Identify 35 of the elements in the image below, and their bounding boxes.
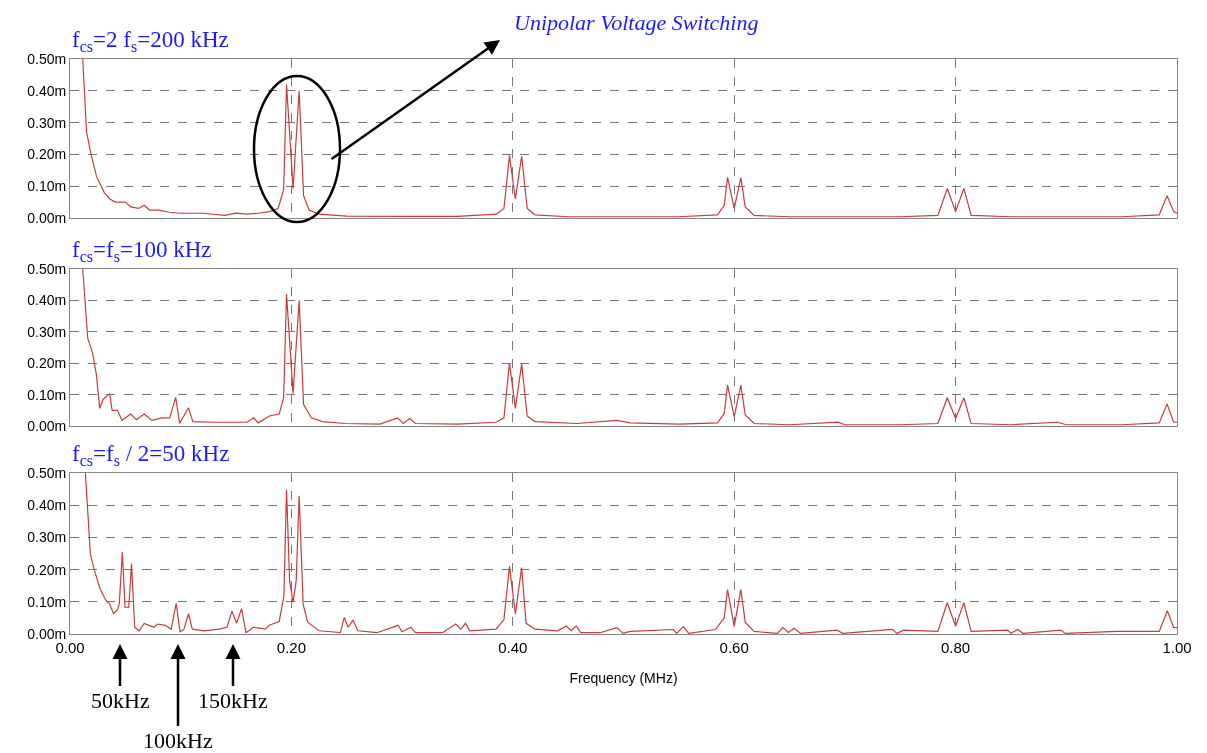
line-series [84, 473, 1177, 634]
text: 100kHz [143, 728, 213, 753]
x-tick-label: 1.00 [1162, 639, 1192, 656]
x-axis-title: Frequency (MHz) [569, 670, 678, 687]
y-tick-label: 0.20m [27, 561, 67, 578]
x-tick-label: 0.00 [55, 639, 85, 656]
y-tick-label: 0.50m [27, 260, 67, 277]
text: 50kHz [91, 688, 150, 713]
y-tick-label: 0.10m [27, 593, 67, 610]
y-tick-label: 0.40m [27, 497, 67, 514]
y-tick-label: 0.00m [27, 209, 67, 226]
x-tick-label: 0.40 [498, 639, 528, 656]
y-tick-label: 0.10m [27, 386, 67, 403]
y-tick-label: 0.30m [27, 529, 67, 546]
text: Unipolar Voltage Switching [514, 10, 759, 35]
y-tick-label: 0.20m [27, 146, 67, 163]
y-tick-label: 0.20m [27, 355, 67, 372]
chart-title: f$_{cs}$=2 f$_{s}$=200 kHz [72, 27, 229, 55]
chart-title: f$_{cs}$=f$_{s}$ / 2=50 kHz [72, 441, 230, 469]
text: 150kHz [198, 688, 268, 713]
y-tick-label: 0.00m [27, 417, 67, 434]
y-tick-label: 0.50m [27, 464, 67, 481]
y-tick-label: 0.40m [27, 82, 67, 99]
y-tick-label: 0.30m [27, 114, 67, 131]
line-series [82, 59, 1177, 218]
y-tick-label: 0.30m [27, 323, 67, 340]
y-tick-label: 0.40m [27, 292, 67, 309]
x-tick-label: 0.80 [941, 639, 971, 656]
x-tick-label: 0.20 [276, 639, 306, 656]
x-tick-label: 0.60 [719, 639, 749, 656]
y-tick-label: 0.10m [27, 178, 67, 195]
line-series [82, 269, 1177, 426]
chart-title: f$_{cs}$=f$_{s}$=100 kHz [72, 237, 212, 265]
y-tick-label: 0.50m [27, 50, 67, 67]
y-tick-label: 0.00m [27, 625, 67, 642]
